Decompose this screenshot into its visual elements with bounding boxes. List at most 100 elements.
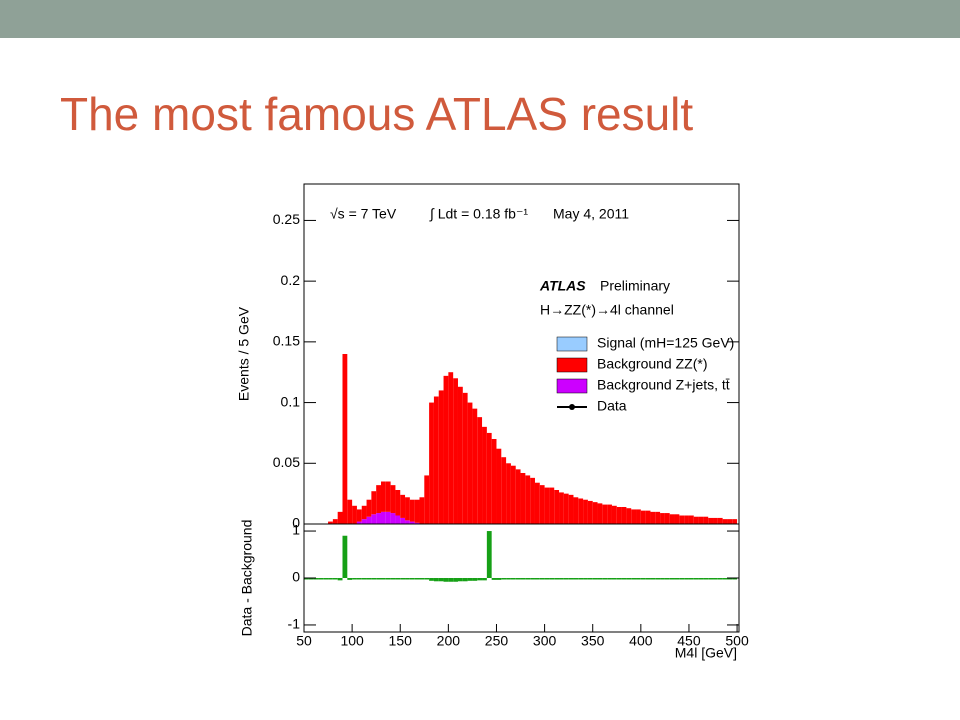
bar [645,510,651,524]
bar [328,578,333,580]
bar [573,578,579,580]
bar [482,578,487,581]
bar [429,402,434,524]
bar [486,432,492,524]
bar [448,372,454,524]
bar [722,519,728,524]
x-tick-label: 150 [389,633,413,649]
bar [356,521,362,524]
bar [405,497,410,521]
bar [462,392,468,524]
bar [703,516,709,524]
bar [385,578,391,580]
bar [587,578,593,580]
bar [655,511,661,524]
annotation: √s = 7 TeV [330,206,397,222]
bar [506,578,511,580]
bar [684,578,689,580]
bar [318,578,324,580]
bar [510,578,516,580]
bar [400,578,406,580]
bar [390,485,396,514]
y-tick-label: 0.15 [273,333,300,349]
bar [332,519,338,524]
bar [645,578,651,580]
bar [640,510,646,524]
bar [376,578,381,580]
bar [356,578,362,580]
bar [361,505,367,520]
bar [621,578,627,580]
bar [592,502,598,524]
bar [395,578,401,580]
bar [390,578,396,580]
y-tick-label: -1 [288,616,301,632]
bar [669,578,675,580]
bar [438,578,444,582]
bar [361,578,367,580]
bar [530,477,535,524]
bar [366,578,372,580]
bar [669,514,675,524]
bar [361,519,367,524]
bar [621,507,627,524]
bar [544,487,550,524]
bar [578,578,584,580]
bar [352,505,357,524]
slide-title: The most famous ATLAS result [60,88,693,140]
bar [385,511,391,524]
bar [688,515,694,524]
bar [559,578,564,580]
bar [684,515,689,524]
bar [693,578,699,580]
bar [424,578,430,580]
bar [611,578,617,580]
bar [708,578,714,580]
bar [510,465,516,524]
legend-label: Background ZZ(*) [597,356,707,372]
y-tick-label: 0 [292,515,300,531]
bar [636,578,641,580]
bar [717,517,723,524]
y-axis-label: Data - Background [239,520,255,637]
bar [563,578,569,580]
annotation: ∫ Ldt = 0.18 fb⁻¹ [429,206,528,222]
bar [679,578,685,580]
bar [395,515,401,524]
bar [530,578,535,580]
bar [544,578,550,580]
x-tick-label: 500 [725,633,749,649]
bar [525,475,531,524]
bar [352,578,357,580]
y-tick-label: 0.05 [273,454,300,470]
bar [698,516,704,524]
bar [414,522,420,524]
bar [616,507,622,524]
bar [698,578,704,580]
bar [501,578,507,580]
y-tick-label: 0.2 [281,272,301,288]
bar [356,509,362,522]
legend-swatch [556,357,588,373]
bar [664,578,670,580]
bar [626,508,632,524]
bar [708,517,714,524]
bar [472,578,478,581]
bar [491,439,497,524]
bar [347,578,353,580]
bar [727,578,733,580]
bar [655,578,661,580]
bar [405,520,410,524]
bar [573,497,579,524]
bar [457,578,463,582]
bar [342,535,348,578]
bar [534,578,540,580]
bar [592,578,598,580]
bar [506,463,511,524]
legend-label: Background Z+jets, tt̄ [597,377,730,393]
y-axis-label: Events / 5 GeV [236,306,252,401]
bar [376,485,381,514]
bar [390,513,396,524]
bar [583,499,588,524]
